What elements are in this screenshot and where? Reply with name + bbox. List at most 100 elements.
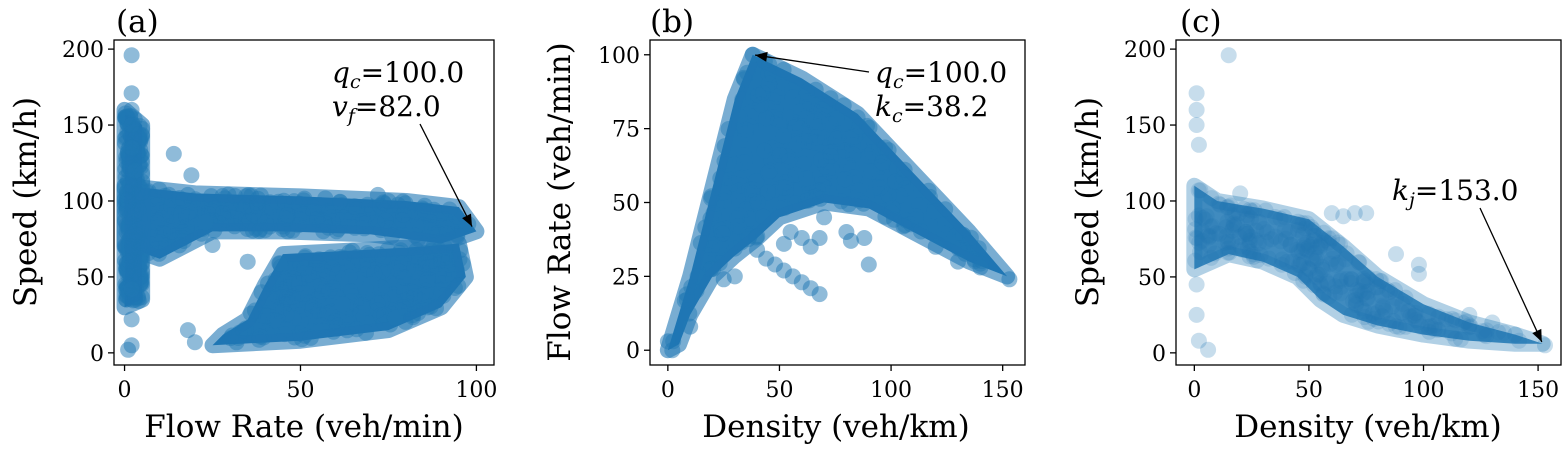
panel-c-region-marker: [1297, 268, 1314, 285]
panel-b-region-marker: [809, 182, 826, 199]
panel-b-region-marker: [860, 136, 877, 152]
panel-b-region-marker: [937, 201, 954, 218]
panel-c-ytick-label: 150: [1124, 114, 1166, 139]
panel-b-annotation-arrow: [755, 54, 870, 73]
panel-a-region-marker: [126, 207, 142, 224]
panel-a-data: [116, 47, 485, 358]
panel-a-region-marker: [296, 327, 313, 344]
panel-a-region-marker: [121, 179, 138, 195]
panel-a-annotation-arrowhead: [462, 213, 472, 227]
panel-a-region-marker: [419, 299, 436, 316]
panel-c-region-marker: [1260, 250, 1277, 267]
panel-c-region-marker: [1188, 230, 1205, 247]
panel-a-region-marker: [123, 246, 140, 263]
panel-a-region-marker: [130, 202, 147, 219]
panel-b-region-marker: [871, 170, 888, 187]
panel-a-region-marker: [150, 212, 167, 229]
panel-a-region-marker: [399, 261, 416, 278]
panel-c-region-marker: [1245, 246, 1262, 263]
panel-b-region-marker: [828, 130, 845, 147]
panel-b-region-marker: [759, 184, 776, 201]
panel-c-region-marker: [1194, 223, 1211, 240]
panel-b-region-marker: [801, 133, 818, 150]
panel-b-region-marker: [954, 226, 971, 243]
panel-b-region-marker: [775, 179, 792, 196]
panel-b-region-marker: [817, 158, 834, 175]
panel-a-region-marker: [344, 257, 361, 273]
panel-a-region-marker: [423, 242, 440, 259]
panel-a-region-marker: [283, 304, 300, 321]
panel-c-region-marker: [1478, 328, 1495, 345]
panel-a-region-marker: [435, 275, 452, 292]
panel-c-ytick-label: 0: [1152, 342, 1166, 367]
panel-a-region-marker: [125, 264, 141, 281]
panel-a-region-marker: [395, 269, 412, 286]
panel-c-region-marker: [1370, 313, 1387, 330]
panel-c-region-marker: [1313, 277, 1329, 294]
panel-b-region-marker: [731, 177, 748, 194]
panel-b-region-marker: [828, 138, 845, 155]
panel-b-ytick-label: 25: [612, 265, 640, 290]
panel-a-region-marker: [252, 187, 269, 204]
panel-a-region-marker: [335, 249, 352, 266]
panel-a-region-marker: [448, 208, 465, 225]
panel-a-region-marker: [396, 269, 413, 286]
panel-a-region-marker: [157, 187, 173, 204]
panel-a-region-marker: [260, 307, 277, 324]
panel-b-region-marker: [946, 228, 963, 245]
panel-c-region-marker: [1237, 223, 1254, 240]
panel-c-region-marker: [1332, 285, 1349, 302]
panel-b-region-marker: [889, 161, 906, 177]
panel-b-region-marker: [750, 87, 767, 104]
panel-a-region-marker: [327, 283, 344, 300]
panel-a-region-marker: [119, 191, 136, 208]
panel-a-region-marker: [278, 290, 295, 307]
panel-a-region-marker: [401, 300, 418, 317]
panel-c-region-marker: [1236, 226, 1253, 242]
panel-a-region-marker: [317, 307, 334, 324]
panel-a-region-marker: [385, 212, 402, 229]
panel-c-point: [1410, 265, 1427, 282]
panel-a-region-marker: [397, 201, 414, 218]
panel-a-region-marker: [261, 194, 278, 211]
panel-b-region-marker: [837, 171, 853, 188]
panel-a-region-marker: [131, 239, 148, 255]
panel-a-region-marker: [374, 292, 391, 309]
panel-b-region-marker: [712, 170, 729, 187]
panel-b-region-marker: [896, 169, 913, 186]
panel-c-region-marker: [1318, 273, 1335, 290]
panel-b-region-marker: [770, 142, 787, 159]
panel-a-region-marker: [413, 287, 430, 304]
panel-b-region-marker: [809, 118, 826, 135]
panel-a-region-marker: [217, 211, 234, 228]
panel-a-region-marker: [178, 219, 195, 235]
panel-a-region-marker: [178, 209, 195, 226]
panel-c-point: [1537, 337, 1553, 354]
panel-c-region-marker: [1192, 244, 1208, 260]
panel-b-region-marker: [887, 173, 904, 190]
panel-b-region-marker: [683, 279, 700, 295]
panel-a-region-marker: [331, 212, 348, 229]
panel-b-region-marker: [813, 183, 830, 200]
panel-b-region-marker: [860, 147, 876, 164]
panel-a-region-marker: [416, 197, 433, 214]
panel-b-region-marker: [850, 182, 867, 199]
panel-a-region-marker: [296, 259, 313, 276]
panel-a-region-marker: [126, 188, 143, 205]
panel-a-region-marker: [129, 230, 145, 247]
panel-b-region-marker: [926, 203, 943, 220]
panel-a-region-marker: [319, 305, 336, 322]
panel-c-region-marker: [1422, 318, 1439, 335]
panel-a-region-marker: [129, 218, 146, 235]
panel-b-region-marker: [844, 174, 860, 191]
panel-c-region-marker: [1358, 290, 1375, 307]
panel-a-region-marker: [235, 322, 252, 339]
panel-c-region-marker: [1225, 219, 1242, 236]
panel-a-region-marker: [309, 255, 326, 272]
panel-c-region-marker: [1276, 209, 1293, 225]
panel-a-region-marker: [328, 320, 345, 337]
panel-a-region-marker: [415, 201, 432, 218]
panel-b-region-marker: [713, 221, 730, 238]
panel-c-point: [1232, 185, 1249, 202]
panel-b-region-marker: [768, 88, 785, 105]
